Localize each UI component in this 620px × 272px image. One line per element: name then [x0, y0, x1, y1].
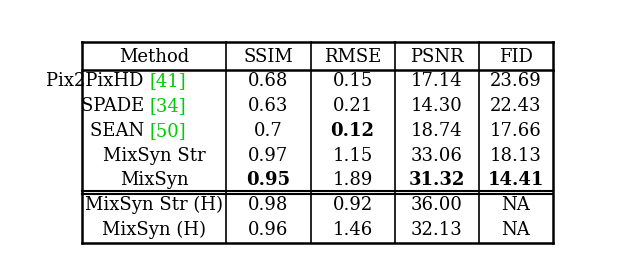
- Text: [50]: [50]: [149, 122, 186, 140]
- Text: [34]: [34]: [149, 97, 186, 115]
- Text: 17.14: 17.14: [411, 72, 463, 90]
- Text: 18.74: 18.74: [411, 122, 463, 140]
- Text: MixSyn Str: MixSyn Str: [103, 147, 206, 165]
- Text: Pix2PixHD: Pix2PixHD: [46, 72, 149, 90]
- Text: MixSyn (H): MixSyn (H): [102, 221, 206, 239]
- Text: FID: FID: [499, 48, 533, 66]
- Text: 1.46: 1.46: [332, 221, 373, 239]
- Text: 31.32: 31.32: [409, 171, 465, 189]
- Text: 33.06: 33.06: [410, 147, 463, 165]
- Text: Method: Method: [119, 48, 190, 66]
- Text: 0.95: 0.95: [246, 171, 291, 189]
- Text: 17.66: 17.66: [490, 122, 542, 140]
- Text: 0.68: 0.68: [249, 72, 289, 90]
- Text: 0.98: 0.98: [249, 196, 289, 214]
- Text: 0.15: 0.15: [332, 72, 373, 90]
- Text: 22.43: 22.43: [490, 97, 542, 115]
- Text: 23.69: 23.69: [490, 72, 542, 90]
- Text: MixSyn Str (H): MixSyn Str (H): [86, 196, 223, 214]
- Text: 0.96: 0.96: [249, 221, 289, 239]
- Text: PSNR: PSNR: [410, 48, 464, 66]
- Text: NA: NA: [502, 221, 530, 239]
- Text: SEAN: SEAN: [89, 122, 149, 140]
- Text: 14.41: 14.41: [488, 171, 544, 189]
- Text: 0.63: 0.63: [249, 97, 289, 115]
- Text: 32.13: 32.13: [411, 221, 463, 239]
- Text: SPADE: SPADE: [81, 97, 149, 115]
- Text: 0.21: 0.21: [332, 97, 373, 115]
- Text: 0.92: 0.92: [332, 196, 373, 214]
- Text: 14.30: 14.30: [411, 97, 463, 115]
- Text: 1.15: 1.15: [332, 147, 373, 165]
- Text: MixSyn: MixSyn: [120, 171, 188, 189]
- Text: 36.00: 36.00: [410, 196, 463, 214]
- Text: 0.12: 0.12: [330, 122, 374, 140]
- Text: RMSE: RMSE: [324, 48, 381, 66]
- Text: NA: NA: [502, 196, 530, 214]
- Text: 0.97: 0.97: [249, 147, 289, 165]
- Text: 1.89: 1.89: [332, 171, 373, 189]
- Text: 18.13: 18.13: [490, 147, 542, 165]
- Text: 0.7: 0.7: [254, 122, 283, 140]
- Text: SSIM: SSIM: [244, 48, 293, 66]
- Text: [41]: [41]: [149, 72, 186, 90]
